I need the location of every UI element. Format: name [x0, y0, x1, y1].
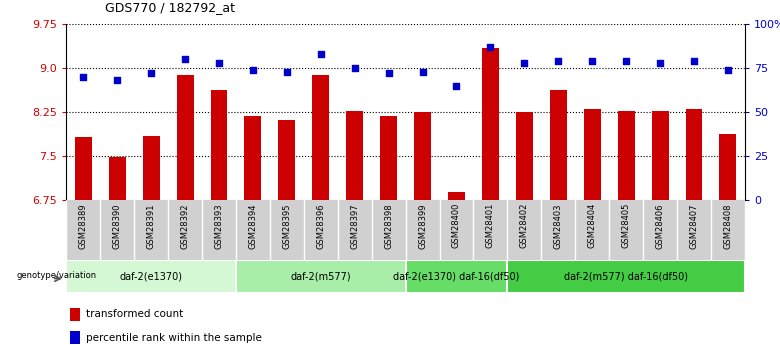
- Point: [213, 60, 225, 66]
- Bar: [312, 75, 329, 200]
- Bar: [75, 137, 92, 200]
- Text: GSM28394: GSM28394: [248, 203, 257, 249]
- Point: [518, 60, 530, 66]
- Text: GDS770 / 182792_at: GDS770 / 182792_at: [105, 1, 236, 14]
- Bar: [686, 109, 703, 200]
- Bar: [583, 109, 601, 200]
- Bar: [143, 136, 160, 200]
- Point: [349, 66, 361, 71]
- Bar: [70, 308, 80, 321]
- Point: [179, 57, 191, 62]
- Text: GSM28407: GSM28407: [690, 203, 699, 249]
- Point: [654, 60, 666, 66]
- Text: GSM28401: GSM28401: [486, 203, 495, 248]
- Bar: [406, 260, 507, 293]
- Text: GSM28393: GSM28393: [215, 203, 224, 249]
- Point: [722, 67, 734, 73]
- Text: percentile rank within the sample: percentile rank within the sample: [86, 333, 261, 343]
- Bar: [70, 332, 80, 344]
- Text: GSM28392: GSM28392: [180, 203, 190, 249]
- Text: GSM28396: GSM28396: [316, 203, 325, 249]
- Point: [145, 71, 158, 76]
- Text: GSM28395: GSM28395: [282, 203, 292, 249]
- Text: GSM28391: GSM28391: [147, 203, 156, 249]
- Text: GSM28398: GSM28398: [384, 203, 393, 249]
- Bar: [236, 260, 406, 293]
- Point: [688, 58, 700, 64]
- Text: GSM28400: GSM28400: [452, 203, 461, 248]
- Bar: [550, 90, 567, 200]
- Point: [552, 58, 565, 64]
- Bar: [507, 260, 745, 293]
- Bar: [414, 112, 431, 200]
- Bar: [108, 157, 126, 200]
- Text: GSM28402: GSM28402: [519, 203, 529, 248]
- Text: GSM28389: GSM28389: [79, 203, 88, 249]
- Text: GSM28406: GSM28406: [655, 203, 665, 249]
- Point: [246, 67, 259, 73]
- Point: [314, 51, 327, 57]
- Bar: [278, 120, 296, 200]
- Bar: [346, 111, 363, 200]
- Bar: [651, 111, 668, 200]
- Bar: [482, 48, 499, 200]
- Text: daf-2(m577) daf-16(df50): daf-2(m577) daf-16(df50): [564, 272, 688, 282]
- Text: daf-2(m577): daf-2(m577): [290, 272, 351, 282]
- Text: transformed count: transformed count: [86, 309, 183, 319]
- Bar: [618, 111, 635, 200]
- Point: [620, 58, 633, 64]
- Point: [77, 74, 90, 80]
- Bar: [66, 260, 236, 293]
- Bar: [719, 134, 736, 200]
- Text: GSM28399: GSM28399: [418, 203, 427, 249]
- Point: [111, 78, 123, 83]
- Text: daf-2(e1370): daf-2(e1370): [119, 272, 183, 282]
- Bar: [211, 90, 228, 200]
- Point: [281, 69, 293, 75]
- Bar: [380, 116, 397, 200]
- Bar: [176, 75, 193, 200]
- Text: GSM28405: GSM28405: [622, 203, 631, 248]
- Text: GSM28403: GSM28403: [554, 203, 563, 249]
- Text: daf-2(e1370) daf-16(df50): daf-2(e1370) daf-16(df50): [393, 272, 519, 282]
- Point: [450, 83, 463, 89]
- Text: GSM28397: GSM28397: [350, 203, 360, 249]
- Point: [417, 69, 429, 75]
- Bar: [448, 193, 465, 200]
- Point: [586, 58, 598, 64]
- Text: GSM28408: GSM28408: [723, 203, 732, 249]
- Text: GSM28390: GSM28390: [112, 203, 122, 249]
- Text: GSM28404: GSM28404: [587, 203, 597, 248]
- Bar: [244, 116, 261, 200]
- Point: [484, 44, 497, 50]
- Bar: [516, 112, 533, 200]
- Point: [382, 71, 395, 76]
- Text: genotype/variation: genotype/variation: [16, 271, 97, 280]
